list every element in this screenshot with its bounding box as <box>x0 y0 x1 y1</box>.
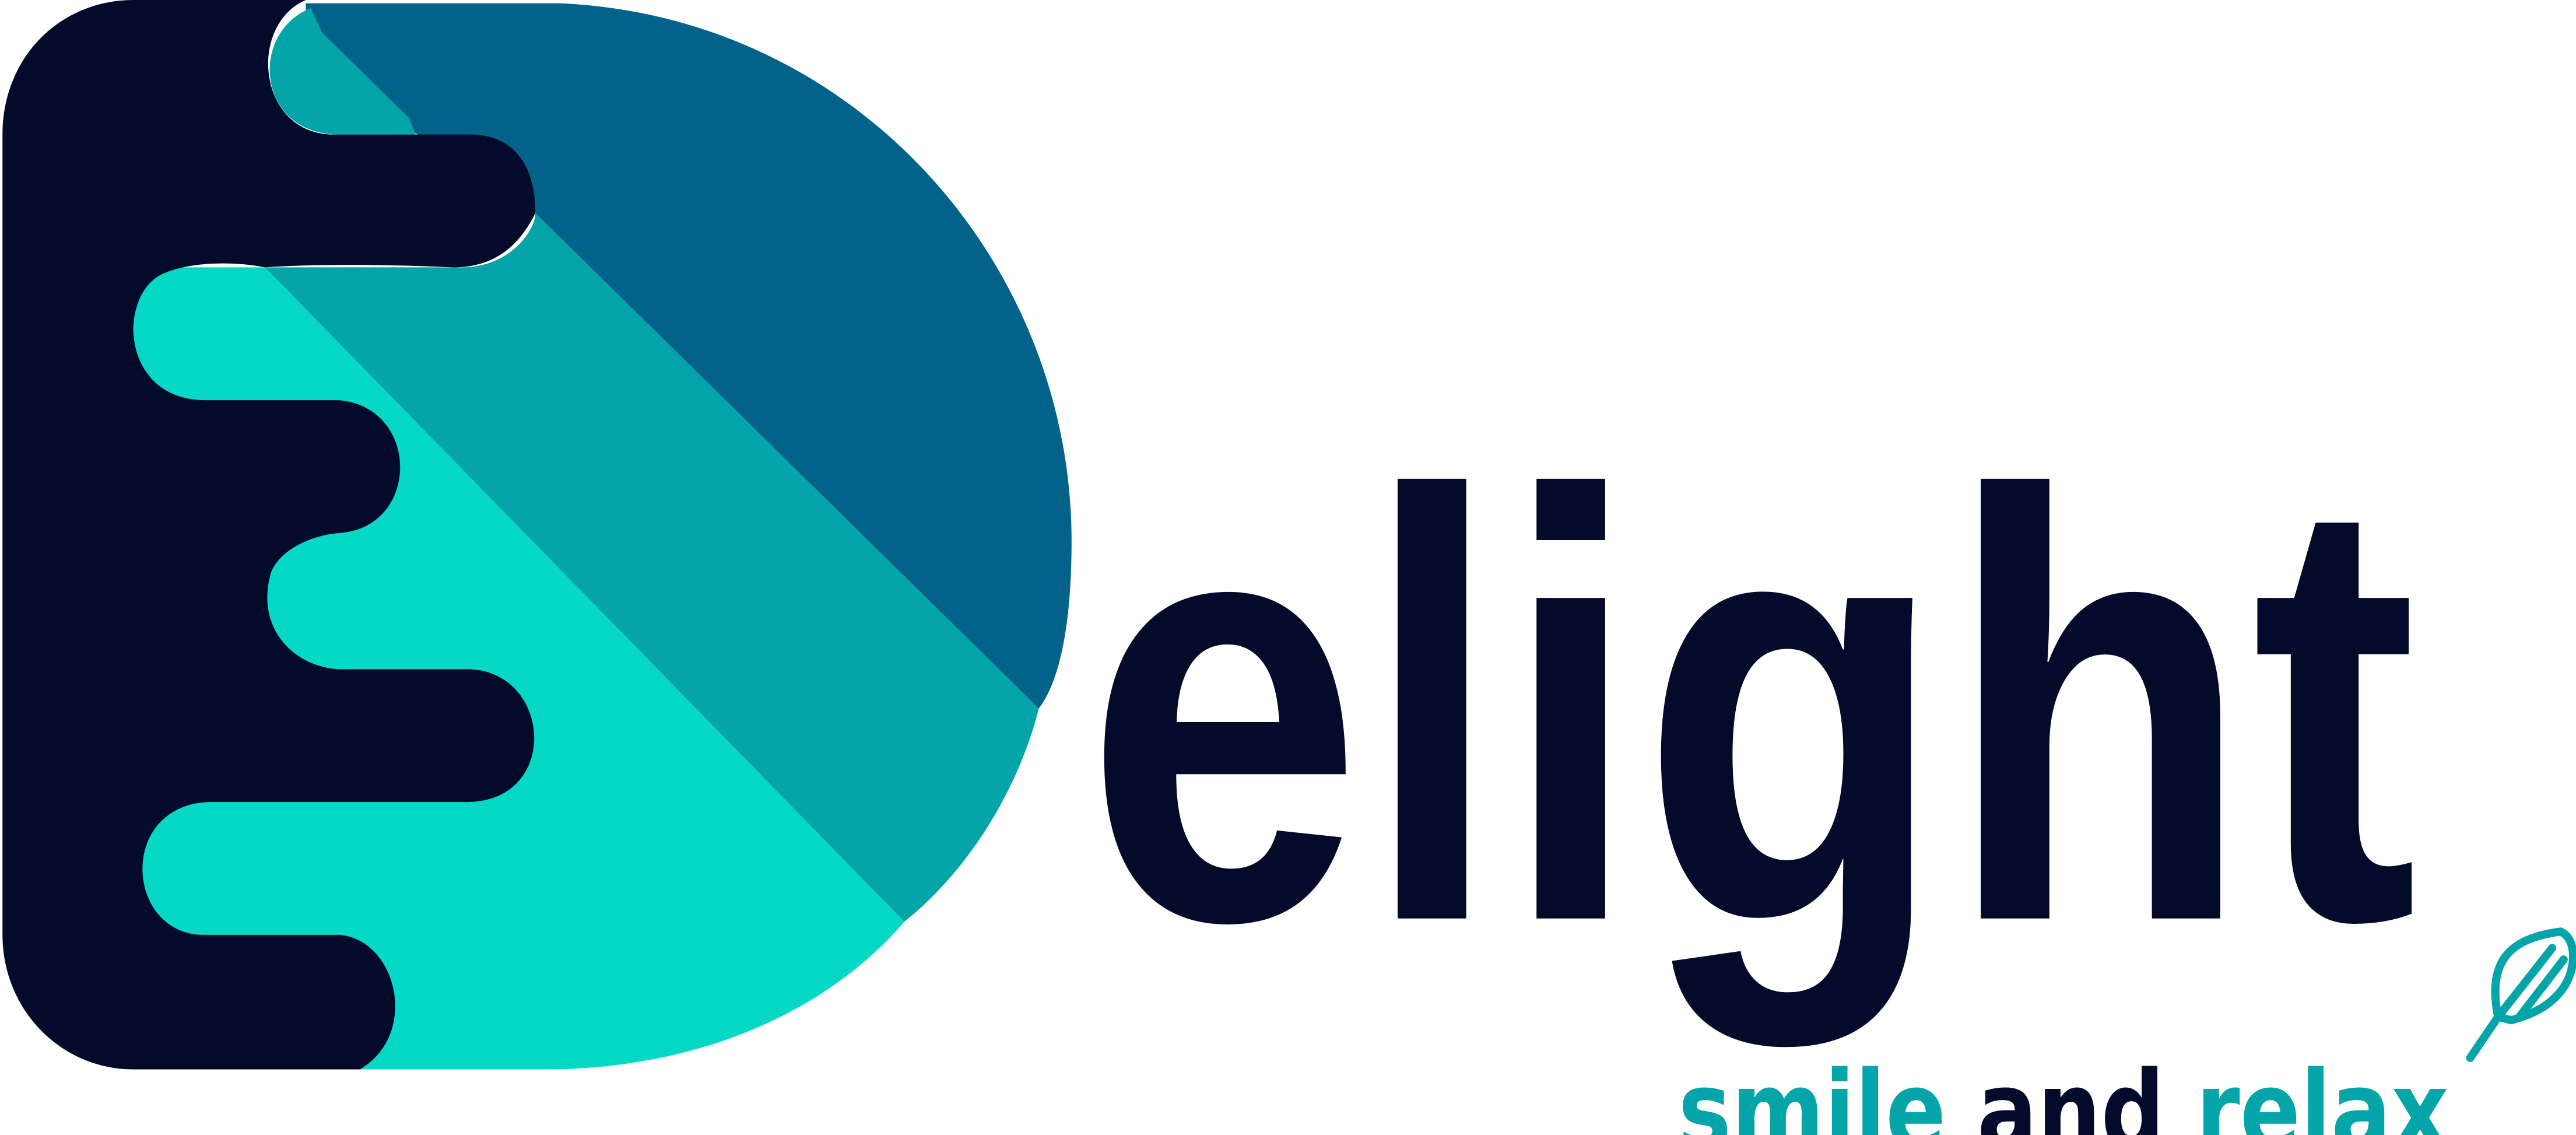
wordmark: elight <box>1085 370 2417 1052</box>
tagline: smile and relax <box>1678 1048 2449 1135</box>
logo-d-teal-top <box>269 8 416 135</box>
tagline-word: relax <box>2196 1048 2449 1135</box>
leaf-icon <box>2466 927 2576 1062</box>
logo-e <box>2 0 536 1070</box>
tagline-word: smile <box>1678 1048 1946 1135</box>
logo-d-teal <box>265 213 1039 922</box>
tagline-word: and <box>1977 1048 2165 1135</box>
